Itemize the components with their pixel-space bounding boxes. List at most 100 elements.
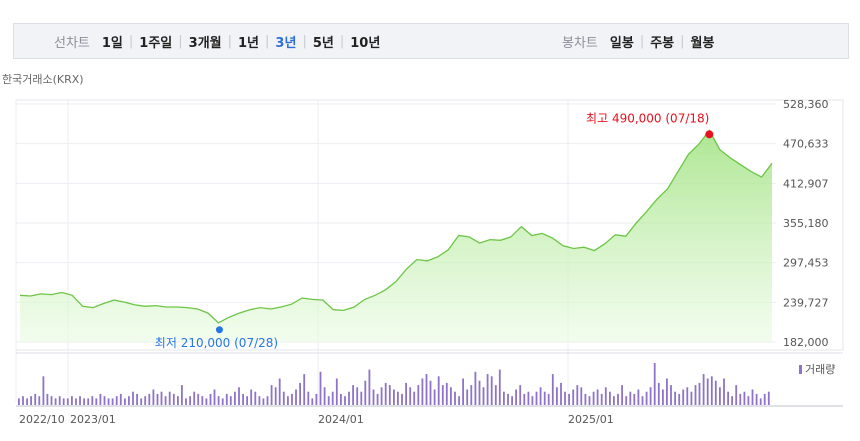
- volume-bar: [360, 391, 363, 405]
- period-option[interactable]: 1주일: [139, 35, 173, 51]
- volume-bar: [152, 389, 155, 405]
- volume-bar: [454, 391, 456, 405]
- volume-bar: [311, 398, 314, 405]
- volume-bar: [657, 382, 660, 405]
- option-separator: |: [128, 33, 134, 49]
- volume-bar: [71, 396, 73, 405]
- period-option[interactable]: 월봉: [690, 35, 715, 51]
- volume-bar: [498, 369, 501, 405]
- volume-bar: [445, 382, 448, 405]
- volume-bar: [266, 396, 269, 405]
- volume-bar: [246, 396, 248, 405]
- volume-bar: [474, 371, 477, 405]
- option-separator: |: [680, 33, 685, 49]
- volume-bar: [543, 391, 546, 405]
- volume-bar: [678, 393, 681, 405]
- volume-bar: [250, 389, 253, 405]
- volume-bar: [270, 385, 273, 405]
- period-option[interactable]: 3개월: [188, 35, 222, 51]
- volume-bar: [115, 396, 118, 405]
- volume-bar: [698, 382, 701, 405]
- volume-bar: [719, 387, 721, 405]
- period-option[interactable]: 주봉: [650, 35, 675, 51]
- period-option[interactable]: 1년: [238, 35, 260, 51]
- volume-bar: [478, 380, 481, 405]
- volume-bar: [384, 382, 387, 405]
- low-annotation: 최저 210,000 (07/28): [155, 336, 278, 350]
- period-option[interactable]: 5년: [312, 35, 334, 51]
- volume-bar: [751, 389, 754, 405]
- volume-bar: [144, 396, 147, 405]
- volume-bar: [503, 391, 505, 405]
- volume-bar: [523, 393, 526, 405]
- volume-bar: [348, 391, 350, 405]
- volume-bar: [42, 376, 45, 405]
- volume-bar: [335, 378, 338, 405]
- volume-bar: [633, 393, 636, 405]
- volume-bar: [641, 396, 644, 405]
- volume-bar: [735, 385, 738, 405]
- period-option[interactable]: 10년: [350, 35, 381, 51]
- volume-bar: [547, 393, 550, 405]
- volume-bar: [580, 387, 583, 405]
- volume-bar: [50, 396, 53, 405]
- volume-bar: [172, 393, 175, 405]
- volume-bar: [731, 396, 733, 405]
- volume-bar: [694, 385, 697, 405]
- volume-bar: [62, 398, 65, 405]
- volume-bar: [519, 385, 522, 405]
- volume-bar: [34, 393, 37, 405]
- volume-bar: [234, 391, 236, 405]
- volume-bar: [417, 385, 420, 405]
- volume-bar: [26, 398, 28, 405]
- volume-bar: [209, 393, 212, 405]
- x-tick-label: 2023/01: [70, 413, 116, 426]
- volume-bar: [714, 380, 717, 405]
- volume-bar: [494, 385, 497, 405]
- volume-bar: [609, 391, 611, 405]
- line-chart-label: 선차트: [54, 35, 90, 51]
- volume-legend-swatch: [799, 365, 802, 374]
- volume-bar: [103, 396, 106, 405]
- volume-bar: [767, 391, 770, 405]
- volume-bar: [307, 391, 310, 405]
- volume-bar: [560, 382, 562, 405]
- price-line: [19, 129, 773, 324]
- period-option[interactable]: 일봉: [609, 35, 634, 51]
- option-separator: |: [178, 33, 183, 49]
- y-tick-label: 239,727: [783, 296, 829, 309]
- x-tick-label: 2022/10: [19, 413, 65, 426]
- volume-bar: [282, 391, 285, 405]
- volume-bar: [185, 398, 187, 405]
- volume-bar: [670, 385, 672, 405]
- volume-bar: [511, 396, 513, 405]
- volume-bar: [486, 374, 489, 405]
- volume-bar: [588, 396, 591, 405]
- price-area: [20, 130, 772, 342]
- volume-bar: [278, 378, 281, 405]
- option-separator: |: [265, 33, 270, 49]
- volume-bar: [539, 387, 542, 405]
- volume-bar: [388, 385, 391, 405]
- volume-bar: [352, 385, 354, 405]
- period-option[interactable]: 1일: [101, 35, 123, 51]
- volume-bar: [401, 393, 403, 405]
- volume-bar: [706, 378, 709, 405]
- volume-bar: [254, 391, 257, 405]
- volume-bar: [124, 398, 126, 405]
- volume-bar: [181, 385, 183, 405]
- low-marker: [215, 326, 223, 334]
- volume-bar: [637, 389, 640, 405]
- volume-bar: [75, 398, 77, 405]
- volume-bar: [482, 387, 485, 405]
- volume-bar: [22, 396, 24, 405]
- volume-bar: [315, 393, 318, 405]
- volume-bar: [99, 393, 102, 405]
- candle-chart-label: 봉차트: [562, 35, 598, 51]
- volume-bar: [421, 378, 424, 405]
- volume-bar: [727, 391, 729, 405]
- volume-bar: [372, 389, 375, 405]
- volume-bar: [111, 398, 114, 405]
- period-option[interactable]: 3년: [275, 35, 297, 51]
- volume-bar: [690, 391, 693, 405]
